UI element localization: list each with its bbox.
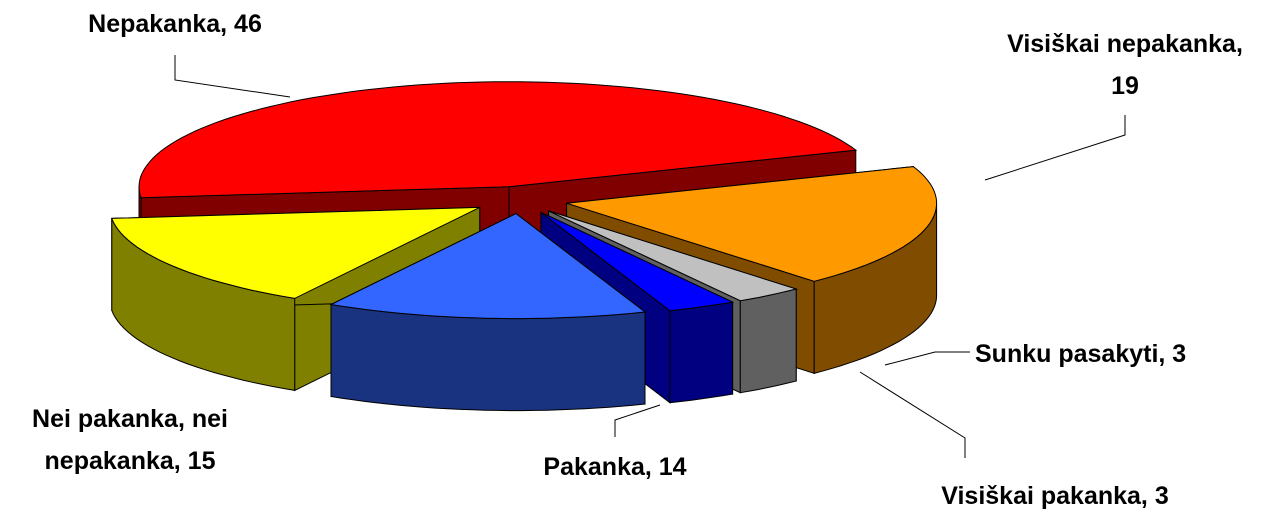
- slice-side: [669, 301, 734, 404]
- slice: [138, 81, 858, 199]
- leader-line: [174, 55, 291, 98]
- data-label: Sunku pasakyti, 3: [975, 340, 1186, 368]
- leader-line: [859, 371, 966, 458]
- slice: [111, 206, 480, 299]
- slice: [540, 211, 735, 312]
- data-label: Visiškai nepakanka, 19: [1007, 30, 1243, 100]
- data-label-line: 19: [1111, 72, 1139, 100]
- slice: [329, 212, 647, 412]
- data-label-line: Visiškai pakanka, 3: [941, 482, 1168, 510]
- data-label-line: Nepakanka, 46: [88, 10, 262, 38]
- leader-line: [614, 404, 661, 437]
- leader-line: [884, 351, 970, 366]
- data-label-line: Visiškai nepakanka,: [1007, 30, 1243, 58]
- slice-side: [330, 303, 646, 412]
- slice-side: [739, 288, 797, 394]
- leader-line: [984, 115, 1126, 181]
- data-label-line: nepakanka, 15: [45, 447, 216, 475]
- slice: [548, 210, 799, 302]
- data-label: Visiškai pakanka, 3: [941, 482, 1168, 510]
- slice: [329, 213, 647, 320]
- data-label-line: Pakanka, 14: [543, 453, 686, 481]
- data-label-line: Nei pakanka, nei: [32, 405, 228, 433]
- data-label: Nepakanka, 46: [88, 10, 262, 38]
- data-label-line: Sunku pasakyti, 3: [975, 340, 1186, 368]
- slice: [566, 166, 938, 282]
- data-label: Pakanka, 14: [543, 453, 686, 481]
- data-label: Nei pakanka, nei nepakanka, 15: [32, 405, 228, 475]
